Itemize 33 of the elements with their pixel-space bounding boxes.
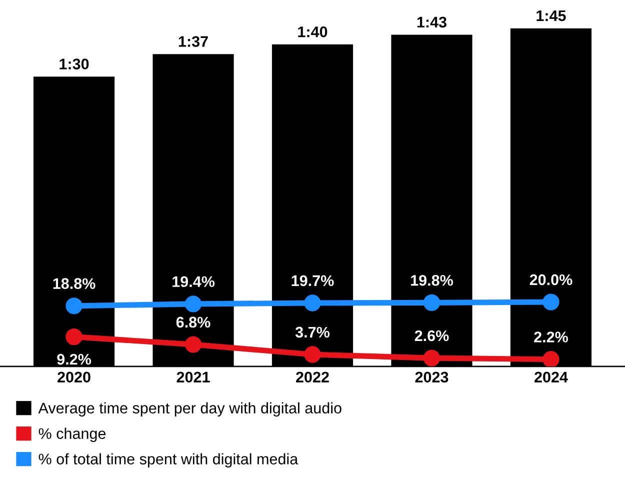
point <box>304 346 321 363</box>
data-label: 6.8% <box>176 316 210 328</box>
data-label: 19.7% <box>292 275 334 286</box>
data-label: 3.7% <box>295 326 330 338</box>
legend-label: Average time spent per day with digital audio <box>38 402 342 417</box>
x-tick-label: 2022 <box>296 372 329 383</box>
data-label: 1:37 <box>178 36 208 47</box>
data-label: 20.0% <box>530 274 572 286</box>
point <box>66 328 82 346</box>
data-label: 2.6% <box>414 330 449 342</box>
data-label: 1:40 <box>298 26 328 38</box>
x-tick-label: 2023 <box>415 372 448 383</box>
point <box>423 350 440 366</box>
point <box>66 298 82 314</box>
data-label: 1:43 <box>417 16 446 28</box>
point <box>542 294 560 310</box>
x-tick-label: 2024 <box>534 372 568 383</box>
point <box>184 336 202 353</box>
data-label: 19.4% <box>172 276 215 288</box>
point <box>542 351 560 366</box>
x-tick-label: 2020 <box>58 372 90 383</box>
legend-label: % change <box>38 428 106 442</box>
data-label: 19.8% <box>411 274 453 286</box>
point <box>304 294 321 312</box>
point <box>184 296 202 312</box>
data-label: 2.2% <box>534 332 568 342</box>
data-label: 18.8% <box>53 278 96 289</box>
data-label: 1:30 <box>60 58 89 70</box>
legend-label: % of total time spent with digital media <box>38 453 298 468</box>
data-label: 1:45 <box>536 10 566 22</box>
x-tick-label: 2021 <box>176 372 210 383</box>
data-label: 9.2% <box>57 354 92 365</box>
point <box>423 294 440 312</box>
